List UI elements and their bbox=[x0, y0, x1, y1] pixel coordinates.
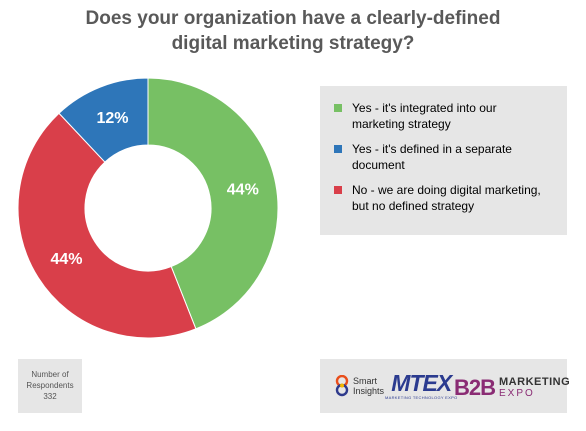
sponsor-logos: Smart Insights MTEX MARKETING TECHNOLOGY… bbox=[320, 359, 570, 413]
smart-insights-logo: Smart Insights bbox=[334, 375, 384, 397]
smart-insights-line2: Insights bbox=[353, 386, 385, 396]
legend-swatch-integrated bbox=[334, 104, 342, 112]
respondents-box: Number of Respondents 332 bbox=[18, 359, 82, 413]
chart-title: Does your organization have a clearly-de… bbox=[0, 6, 586, 56]
respondents-label-line2: Respondents bbox=[26, 381, 74, 390]
legend-label-no-strategy-line2: but no defined strategy bbox=[352, 199, 475, 213]
legend-label-separate: Yes - it's defined in a separate documen… bbox=[352, 141, 512, 173]
b2b-expo-text: EXPO bbox=[499, 388, 535, 399]
respondents-count: 332 bbox=[43, 392, 57, 401]
legend-label-separate-line1: Yes - it's defined in a separate bbox=[352, 142, 512, 156]
slice-separate-document bbox=[58, 77, 149, 163]
b2b-marketing-expo-logo: B2B MARKETING EXPO bbox=[454, 375, 570, 401]
slice-label-integrated: 44% bbox=[227, 181, 259, 198]
slice-label-separate-document: 12% bbox=[96, 110, 128, 127]
smart-insights-line1: Smart bbox=[353, 376, 378, 386]
b2b-wordmark: B2B bbox=[454, 375, 496, 400]
legend-label-integrated-line2: marketing strategy bbox=[352, 117, 451, 131]
mtex-logo: MTEX MARKETING TECHNOLOGY EXPO bbox=[385, 371, 457, 400]
legend-item-no-strategy: No - we are doing digital marketing, but… bbox=[334, 182, 557, 214]
chart-title-line2: digital marketing strategy? bbox=[171, 33, 415, 54]
legend-label-separate-line2: document bbox=[352, 158, 405, 172]
respondents-label-line1: Number of bbox=[31, 370, 69, 379]
legend: Yes - it's integrated into our marketing… bbox=[320, 86, 567, 235]
legend-item-integrated: Yes - it's integrated into our marketing… bbox=[334, 100, 557, 132]
legend-label-integrated: Yes - it's integrated into our marketing… bbox=[352, 100, 497, 132]
slice-label-no-strategy: 44% bbox=[51, 251, 83, 268]
legend-swatch-no-strategy bbox=[334, 186, 342, 194]
mtex-tagline: MARKETING TECHNOLOGY EXPO bbox=[385, 395, 458, 400]
smart-insights-icon bbox=[335, 375, 349, 397]
legend-label-no-strategy-line1: No - we are doing digital marketing, bbox=[352, 183, 541, 197]
b2b-marketing-text: MARKETING bbox=[499, 376, 571, 388]
legend-item-separate: Yes - it's defined in a separate documen… bbox=[334, 141, 557, 173]
chart-title-line1: Does your organization have a clearly-de… bbox=[85, 8, 501, 29]
mtex-wordmark: MTEX bbox=[391, 370, 452, 396]
slice-integrated bbox=[147, 77, 279, 330]
legend-label-no-strategy: No - we are doing digital marketing, but… bbox=[352, 182, 541, 214]
legend-swatch-separate bbox=[334, 145, 342, 153]
legend-label-integrated-line1: Yes - it's integrated into our bbox=[352, 101, 497, 115]
slice-no-strategy bbox=[17, 112, 197, 339]
